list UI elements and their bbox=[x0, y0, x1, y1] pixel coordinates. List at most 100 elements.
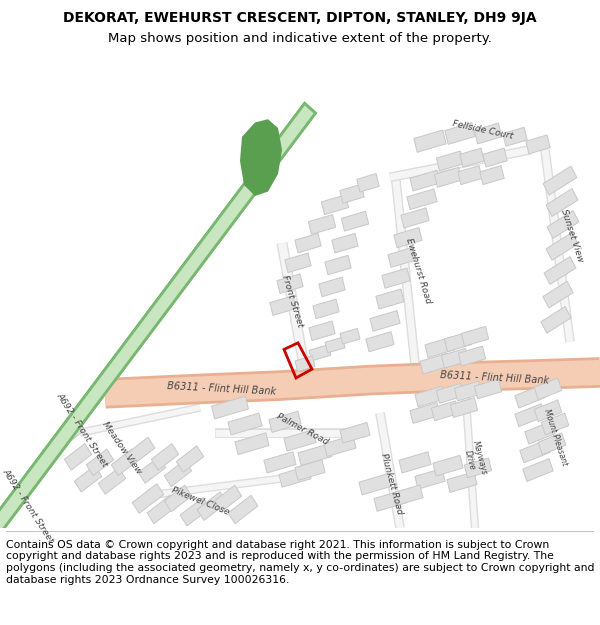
Bar bbox=[431, 401, 458, 421]
Bar bbox=[520, 440, 550, 463]
Bar bbox=[374, 490, 406, 511]
Bar bbox=[541, 306, 571, 333]
Bar bbox=[270, 296, 296, 316]
Bar bbox=[461, 326, 488, 346]
Bar bbox=[543, 281, 573, 308]
Bar bbox=[313, 299, 339, 319]
Bar bbox=[399, 452, 431, 473]
Bar bbox=[480, 166, 504, 184]
Bar bbox=[295, 460, 325, 481]
Text: Meadow View: Meadow View bbox=[101, 420, 143, 476]
Bar bbox=[341, 211, 368, 231]
Bar bbox=[324, 435, 356, 456]
Bar bbox=[451, 398, 478, 418]
Polygon shape bbox=[0, 103, 316, 533]
Bar bbox=[264, 452, 296, 473]
Bar bbox=[526, 135, 550, 154]
Bar bbox=[132, 484, 164, 513]
Text: Plunkett Road: Plunkett Road bbox=[380, 452, 404, 516]
Bar bbox=[308, 214, 335, 234]
Text: Ewehurst Road: Ewehurst Road bbox=[404, 237, 432, 304]
Bar bbox=[295, 233, 321, 253]
Bar bbox=[214, 485, 242, 512]
Polygon shape bbox=[0, 103, 316, 533]
Bar bbox=[370, 311, 400, 331]
Text: B6311 - Flint Hill Bank: B6311 - Flint Hill Bank bbox=[167, 381, 277, 397]
Bar bbox=[309, 321, 335, 341]
Bar bbox=[340, 422, 370, 443]
Bar bbox=[445, 122, 475, 144]
Bar bbox=[407, 189, 437, 209]
Bar bbox=[442, 348, 469, 368]
Text: Sunset View: Sunset View bbox=[559, 208, 585, 263]
Bar bbox=[534, 400, 562, 422]
Bar bbox=[284, 430, 316, 451]
Text: Mayways
Drive: Mayways Drive bbox=[461, 439, 489, 479]
Bar bbox=[357, 174, 379, 192]
Text: Contains OS data © Crown copyright and database right 2021. This information is : Contains OS data © Crown copyright and d… bbox=[6, 540, 595, 584]
Bar bbox=[325, 338, 345, 353]
Bar bbox=[279, 466, 311, 488]
Bar bbox=[112, 449, 139, 476]
Text: Pikewel Close: Pikewel Close bbox=[170, 485, 230, 516]
Bar bbox=[340, 328, 360, 344]
Bar bbox=[433, 455, 463, 476]
Bar bbox=[458, 166, 482, 184]
Bar bbox=[388, 248, 416, 268]
Bar bbox=[64, 444, 92, 470]
Bar bbox=[547, 211, 579, 238]
Text: Map shows position and indicative extent of the property.: Map shows position and indicative extent… bbox=[108, 32, 492, 45]
Bar bbox=[447, 472, 477, 492]
Bar bbox=[534, 378, 562, 400]
Text: DEKORAT, EWEHURST CRESCENT, DIPTON, STANLEY, DH9 9JA: DEKORAT, EWEHURST CRESCENT, DIPTON, STAN… bbox=[63, 11, 537, 25]
Text: Front Street: Front Street bbox=[280, 274, 304, 328]
Bar bbox=[197, 492, 227, 521]
Bar bbox=[546, 189, 578, 216]
Bar bbox=[319, 278, 345, 297]
Bar bbox=[322, 195, 349, 214]
Bar bbox=[366, 332, 394, 352]
Bar bbox=[415, 469, 445, 489]
Bar bbox=[464, 458, 491, 478]
Bar bbox=[298, 444, 332, 466]
Bar bbox=[139, 457, 166, 483]
Bar bbox=[436, 151, 464, 171]
Bar bbox=[359, 474, 391, 495]
Bar bbox=[74, 466, 101, 492]
Bar bbox=[228, 495, 258, 524]
Bar bbox=[460, 148, 484, 167]
Bar bbox=[525, 421, 555, 444]
Bar bbox=[332, 233, 358, 253]
Bar bbox=[401, 208, 429, 228]
Bar bbox=[393, 485, 423, 506]
Bar bbox=[436, 383, 464, 403]
Bar bbox=[541, 413, 569, 435]
Bar bbox=[269, 411, 301, 432]
Bar bbox=[86, 449, 113, 476]
Bar bbox=[285, 253, 311, 272]
Bar bbox=[523, 459, 553, 481]
Bar bbox=[325, 255, 351, 275]
Text: B6311 - Flint Hill Bank: B6311 - Flint Hill Bank bbox=[440, 370, 550, 386]
Bar bbox=[425, 337, 455, 357]
Bar bbox=[53, 421, 83, 449]
Bar bbox=[394, 228, 422, 248]
Text: Mount Pleasant: Mount Pleasant bbox=[542, 408, 568, 467]
Bar bbox=[544, 257, 576, 284]
Bar bbox=[410, 402, 440, 423]
Bar bbox=[454, 381, 482, 401]
Bar bbox=[164, 460, 191, 486]
Bar bbox=[382, 268, 410, 288]
Bar bbox=[543, 166, 577, 195]
Bar bbox=[295, 356, 315, 371]
Text: A692 - Front Street: A692 - Front Street bbox=[55, 391, 109, 468]
Bar bbox=[235, 433, 269, 454]
Bar bbox=[434, 168, 461, 187]
Bar bbox=[228, 413, 262, 435]
Bar bbox=[151, 444, 179, 470]
Text: Palmer Road: Palmer Road bbox=[275, 412, 329, 447]
Text: Fellside Court: Fellside Court bbox=[452, 119, 514, 141]
Bar bbox=[515, 404, 545, 427]
Text: A692 - Front Street: A692 - Front Street bbox=[1, 468, 55, 545]
Bar bbox=[538, 433, 566, 454]
